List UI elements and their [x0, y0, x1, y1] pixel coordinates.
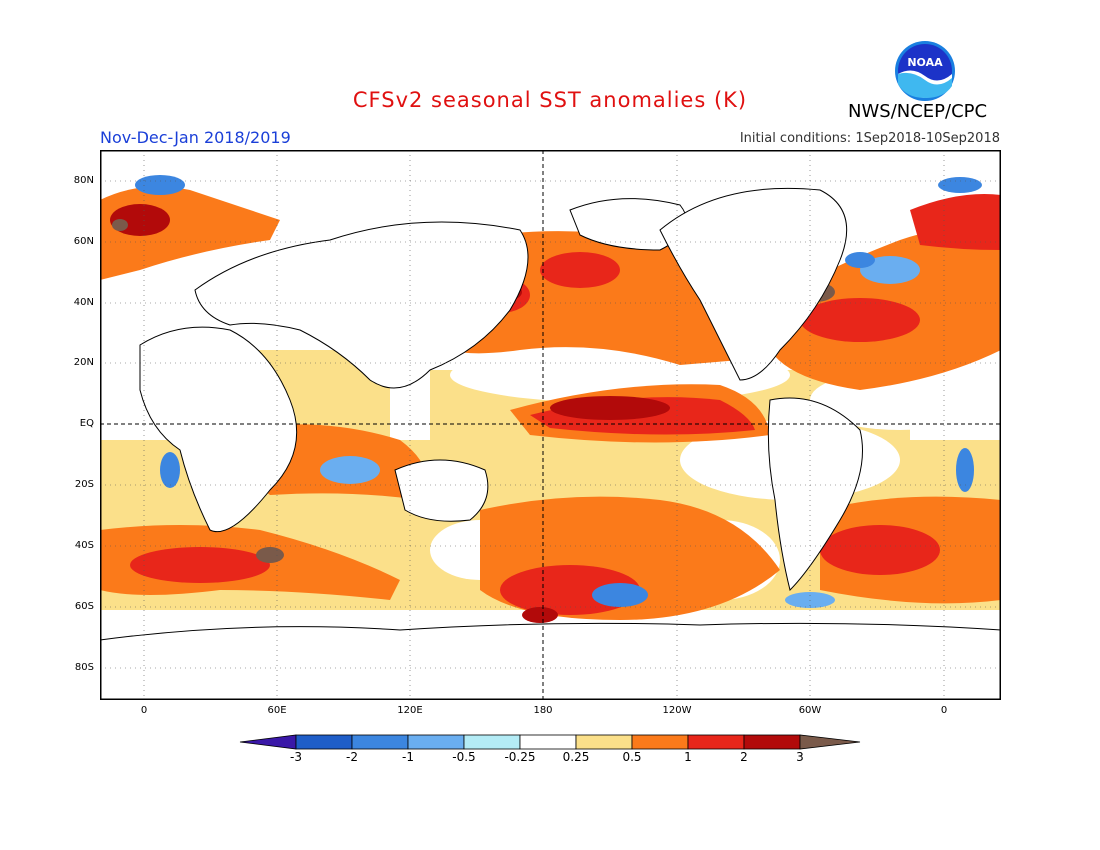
logo-text: NOAA — [907, 56, 943, 69]
colorbar-swatch — [687, 734, 745, 750]
colorbar-label: 2 — [740, 750, 748, 764]
agency-label: NWS/NCEP/CPC — [848, 101, 988, 122]
map-border — [100, 150, 1001, 700]
map-title: CFSv2 seasonal SST anomalies (K) — [352, 88, 748, 112]
lon-label: 0 — [940, 705, 948, 716]
colorbar-label: 0.5 — [622, 750, 642, 764]
lat-label: 20S — [74, 479, 94, 490]
colorbar-swatch — [519, 734, 577, 750]
colorbar-swatch — [631, 734, 689, 750]
colorbar-swatch — [295, 734, 353, 750]
colorbar-label: 1 — [684, 750, 692, 764]
lon-label: 120W — [662, 705, 692, 716]
lon-label: 180 — [533, 705, 553, 716]
colorbar-label: -1 — [402, 750, 414, 764]
colorbar-label: -0.25 — [504, 750, 536, 764]
initial-conditions: Initial conditions: 1Sep2018-10Sep2018 — [739, 131, 1000, 146]
lon-label: 0 — [140, 705, 148, 716]
sst-anomaly-map — [100, 150, 1001, 700]
lat-label: 60S — [74, 601, 94, 612]
colorbar-arrow-low — [239, 734, 297, 750]
colorbar-label: -2 — [346, 750, 358, 764]
colorbar-arrow-high — [799, 734, 861, 750]
colorbar-swatch — [743, 734, 801, 750]
lat-label: 20N — [73, 357, 94, 368]
lat-label: 40S — [74, 540, 94, 551]
coastlines — [100, 187, 1001, 700]
lat-label: EQ — [79, 418, 94, 429]
colorbar-label: -0.5 — [452, 750, 476, 764]
lon-label: 60E — [267, 705, 287, 716]
forecast-period: Nov-Dec-Jan 2018/2019 — [100, 128, 291, 147]
lat-label: 80S — [74, 662, 94, 673]
lon-label: 60W — [798, 705, 822, 716]
colorbar-swatch — [407, 734, 465, 750]
colorbar-label: -3 — [290, 750, 302, 764]
colorbar-swatch — [463, 734, 521, 750]
noaa-logo: NOAA — [895, 41, 955, 101]
colorbar-label: 0.25 — [562, 750, 590, 764]
colorbar — [239, 734, 861, 750]
colorbar-label: 3 — [796, 750, 804, 764]
graticule — [100, 150, 1001, 700]
colorbar-swatch — [351, 734, 409, 750]
lat-label: 80N — [73, 175, 94, 186]
colorbar-swatch — [575, 734, 633, 750]
lon-label: 120E — [397, 705, 423, 716]
lat-label: 40N — [73, 297, 94, 308]
lat-label: 60N — [73, 236, 94, 247]
